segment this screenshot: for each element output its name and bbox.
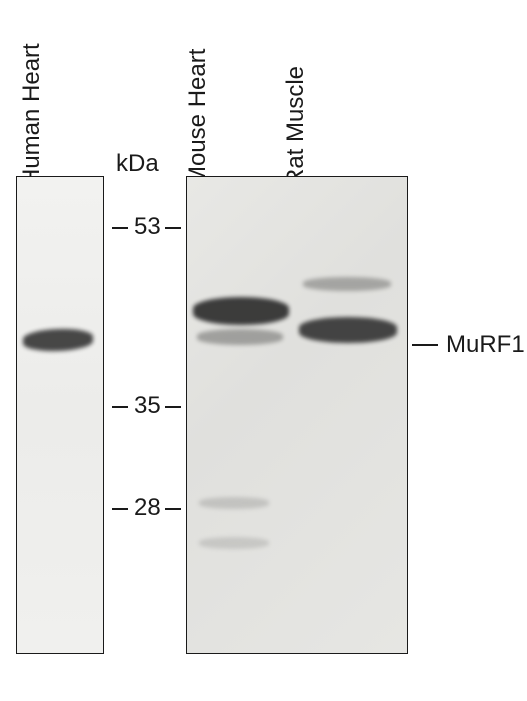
marker-label-28: 28 [134,494,161,522]
band-mouse-heart-upper [193,297,289,325]
band-mouse-heart-lower [197,329,283,345]
western-blot-figure: Human Heart Mouse Heart Rat Muscle kDa 5… [0,0,527,701]
lane-label-rat-muscle: Rat Muscle [282,66,310,186]
marker-tick-left-53 [112,227,128,229]
marker-tick-right-53 [165,227,181,229]
kda-unit-label: kDa [116,150,159,178]
band-human-heart-murf1 [23,328,93,352]
lane-label-mouse-heart: Mouse Heart [184,49,212,186]
marker-label-53: 53 [134,213,161,241]
protein-tick-murf1 [412,344,438,346]
blot-human-heart [16,176,104,654]
marker-tick-right-28 [165,508,181,510]
lane-label-human-heart: Human Heart [18,43,46,186]
band-mouse-faint-2 [199,537,269,549]
band-rat-muscle-upper [303,277,391,291]
blot-mouse-rat [186,176,408,654]
marker-label-35: 35 [134,392,161,420]
marker-tick-left-28 [112,508,128,510]
marker-tick-right-35 [165,406,181,408]
band-rat-muscle-main [299,317,397,343]
protein-label-murf1: MuRF1 [446,331,525,359]
marker-tick-left-35 [112,406,128,408]
band-mouse-faint-1 [199,497,269,509]
